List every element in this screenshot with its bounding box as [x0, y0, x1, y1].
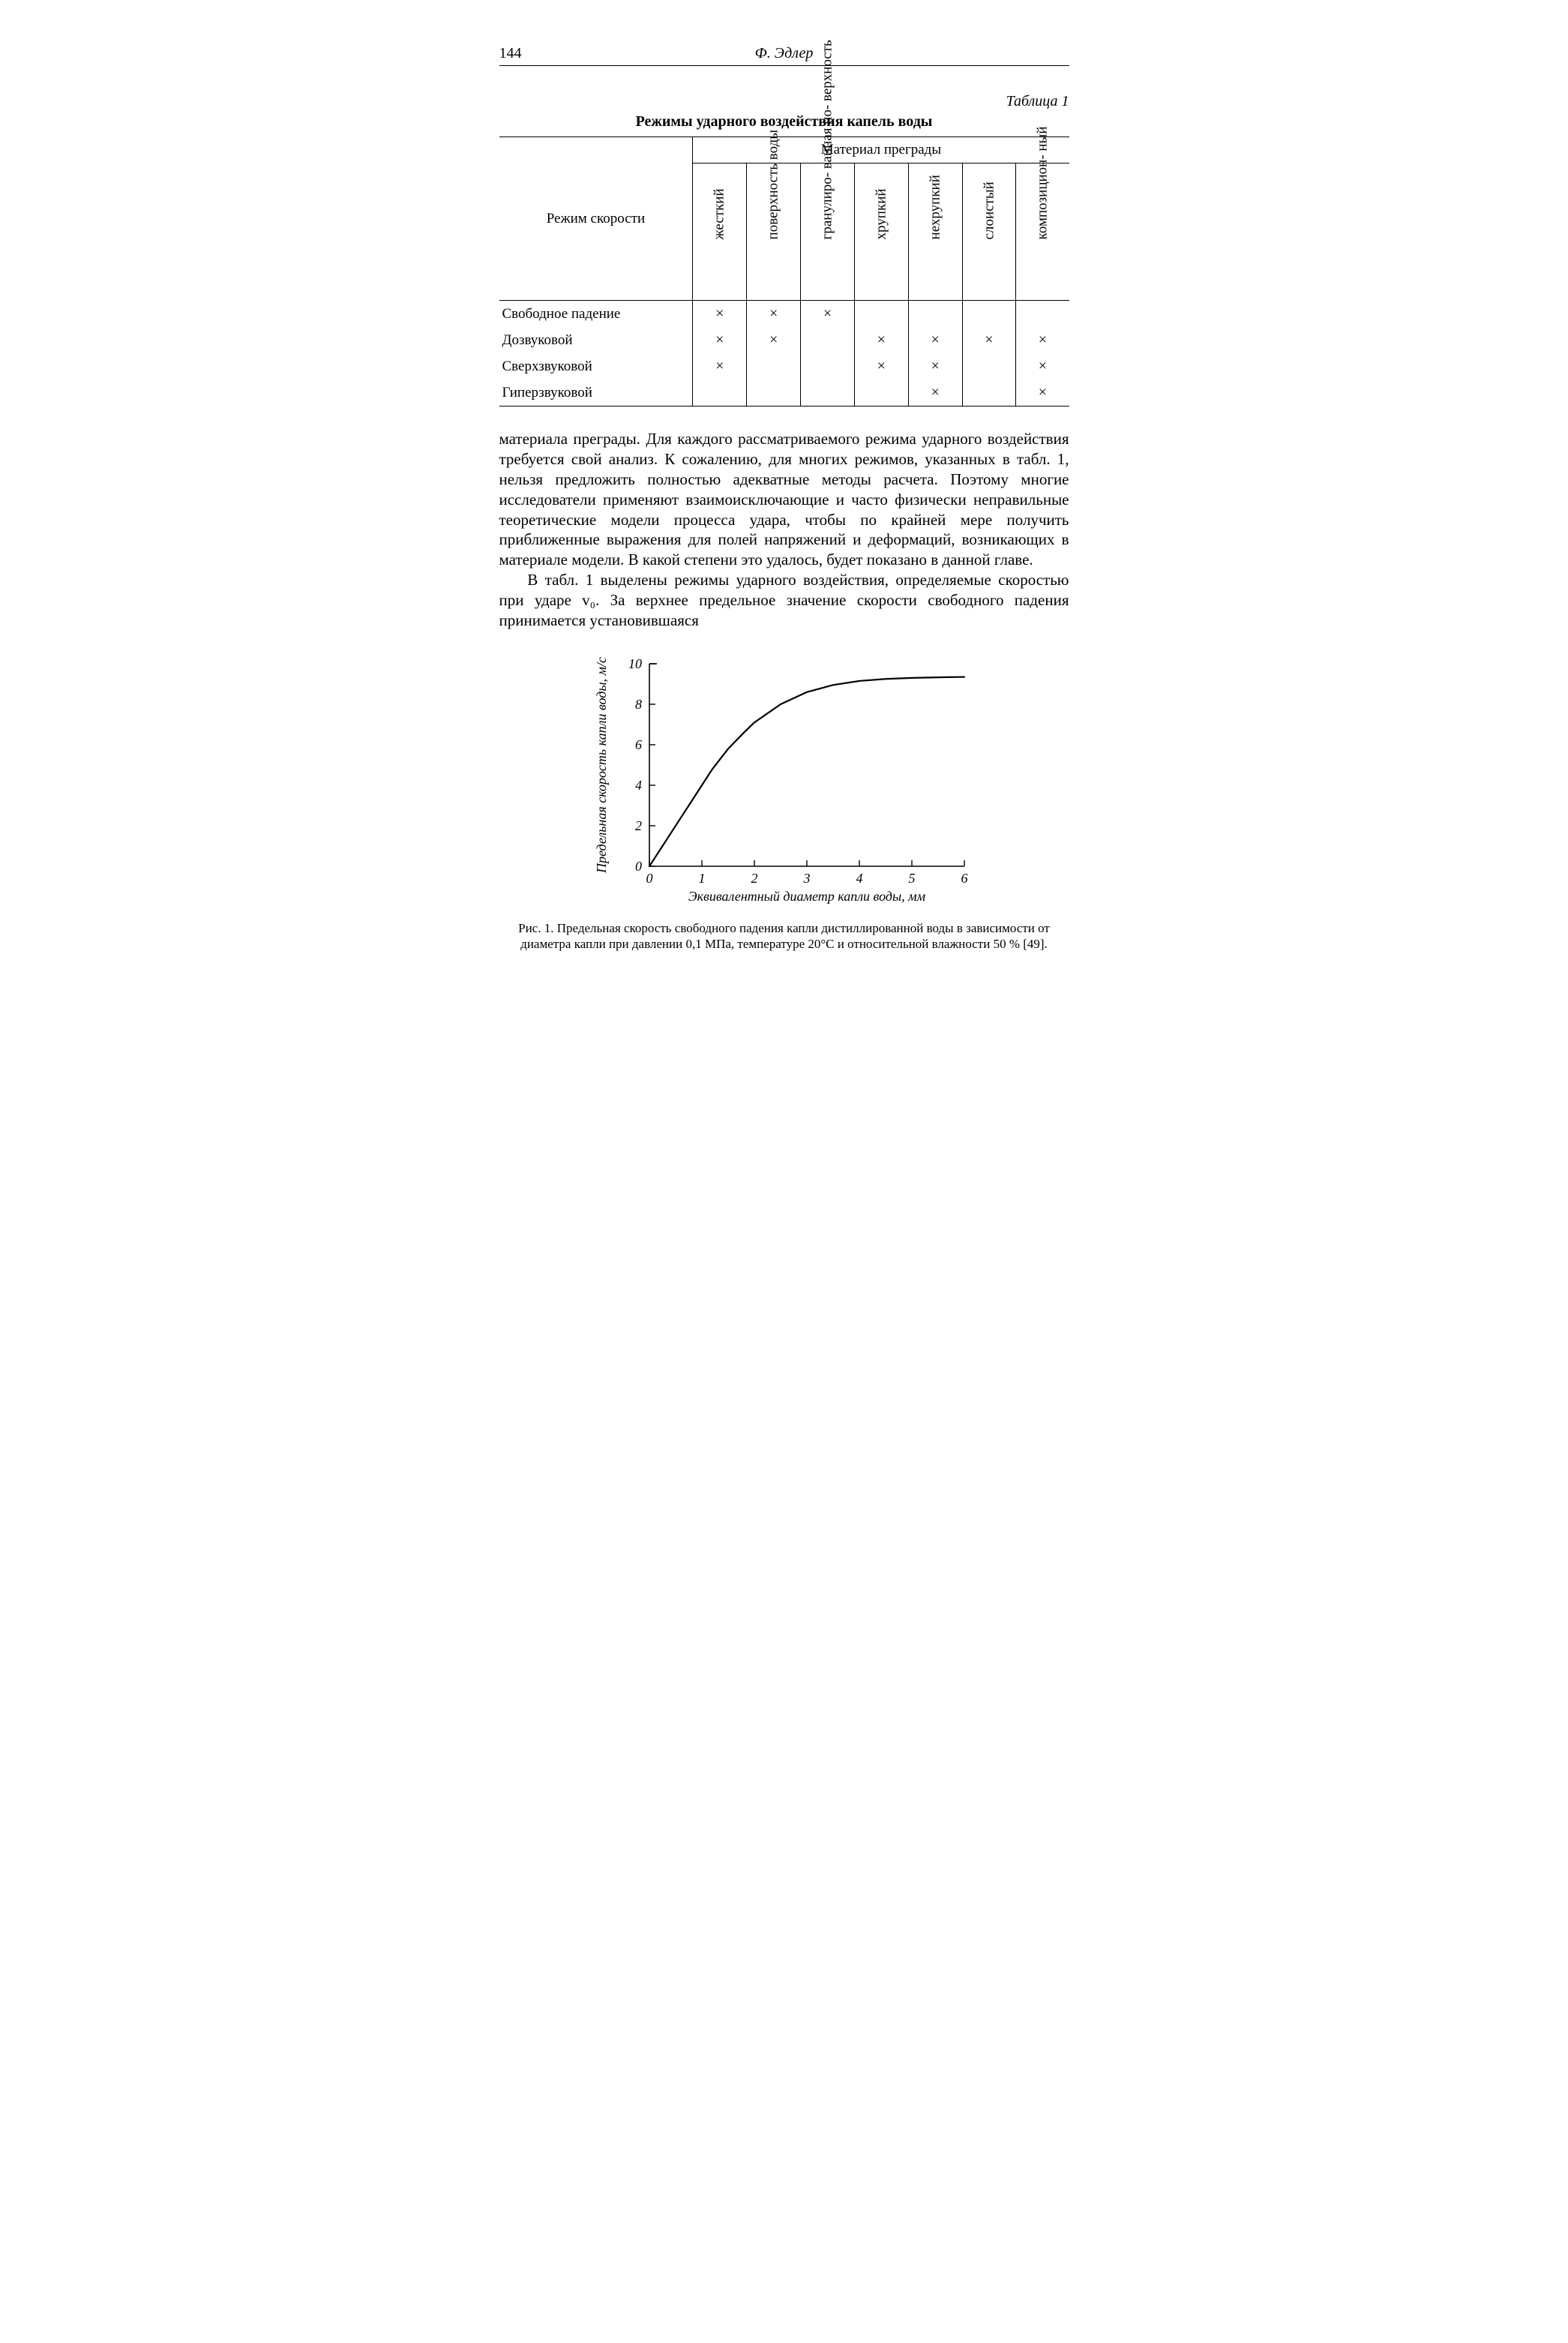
- table-cell: [962, 353, 1016, 380]
- table-cell: ×: [908, 327, 962, 353]
- span-header: Материал преграды: [821, 142, 941, 158]
- table-cell: [854, 380, 908, 406]
- table-cell: ×: [747, 327, 801, 353]
- table-cell: [801, 327, 855, 353]
- svg-text:8: 8: [635, 697, 642, 712]
- svg-text:4: 4: [635, 778, 642, 793]
- column-header: гранулиро- ванная по- верхность: [819, 224, 835, 240]
- row-header: Режим скорости: [547, 211, 645, 226]
- table-cell: ×: [908, 380, 962, 406]
- y-axis-label: Предельная скорость капли воды, м/с: [594, 657, 609, 874]
- table-row-label: Свободное падение: [499, 301, 693, 328]
- svg-text:1: 1: [698, 871, 705, 886]
- table-cell: [747, 353, 801, 380]
- table-cell: [801, 353, 855, 380]
- svg-text:3: 3: [802, 871, 810, 886]
- x-axis-label: Эквивалентный диаметр капли воды, мм: [688, 889, 925, 904]
- svg-text:5: 5: [908, 871, 915, 886]
- svg-text:10: 10: [628, 656, 642, 671]
- table-cell: ×: [962, 327, 1016, 353]
- table-cell: [962, 380, 1016, 406]
- table-cell: ×: [693, 327, 747, 353]
- table-cell: ×: [854, 353, 908, 380]
- page-number: 144: [499, 45, 522, 62]
- table-cell: ×: [693, 301, 747, 328]
- table-title: Режимы ударного воздействия капель воды: [499, 113, 1069, 130]
- svg-text:0: 0: [646, 871, 652, 886]
- table-cell: ×: [1016, 380, 1069, 406]
- table-cell: [747, 380, 801, 406]
- svg-text:0: 0: [635, 859, 642, 874]
- column-header: жесткий: [712, 224, 728, 240]
- table-row-label: Сверхзвуковой: [499, 353, 693, 380]
- table-label: Таблица 1: [499, 93, 1069, 110]
- table-cell: [801, 380, 855, 406]
- table-cell: ×: [908, 353, 962, 380]
- figure-1: 0 2 4 6 8 10 0 1 2 3 4 5 6 Предельная скорость капли …: [589, 649, 979, 911]
- paragraph: В табл. 1 выделены режимы ударного возде…: [499, 570, 1069, 631]
- table-cell: ×: [1016, 353, 1069, 380]
- figure-caption: Рис. 1. Предельная скорость свободного п…: [499, 920, 1069, 952]
- body-text: материала преграды. Для каждого рассматр…: [499, 429, 1069, 631]
- column-header: поверхность воды: [766, 224, 782, 240]
- page: 144 Ф. Эдлер 000 Таблица 1 Режимы ударно…: [447, 0, 1122, 1012]
- table-cell: [1016, 301, 1069, 328]
- table-cell: ×: [1016, 327, 1069, 353]
- table-cell: ×: [801, 301, 855, 328]
- svg-text:2: 2: [751, 871, 757, 886]
- svg-text:6: 6: [961, 871, 967, 886]
- table-cell: ×: [693, 353, 747, 380]
- table-cell: [908, 301, 962, 328]
- svg-text:6: 6: [635, 737, 642, 752]
- paragraph: материала преграды. Для каждого рассматр…: [499, 429, 1069, 570]
- table-cell: [854, 301, 908, 328]
- column-header: композицион- ный: [1034, 224, 1051, 240]
- column-header: хрупкий: [873, 224, 889, 240]
- svg-text:4: 4: [856, 871, 862, 886]
- table-row-label: Гиперзвуковой: [499, 380, 693, 406]
- table-cell: [962, 301, 1016, 328]
- table-cell: ×: [854, 327, 908, 353]
- table-row-label: Дозвуковой: [499, 327, 693, 353]
- running-head: 144 Ф. Эдлер 000: [499, 45, 1069, 66]
- table-cell: ×: [747, 301, 801, 328]
- column-header: слоистый: [981, 224, 997, 240]
- running-author: Ф. Эдлер: [755, 45, 814, 62]
- column-header: нехрупкий: [927, 224, 943, 240]
- regimes-table: Режим скорости Материал преграды жесткий…: [499, 136, 1069, 406]
- svg-text:2: 2: [635, 818, 642, 833]
- table-cell: [693, 380, 747, 406]
